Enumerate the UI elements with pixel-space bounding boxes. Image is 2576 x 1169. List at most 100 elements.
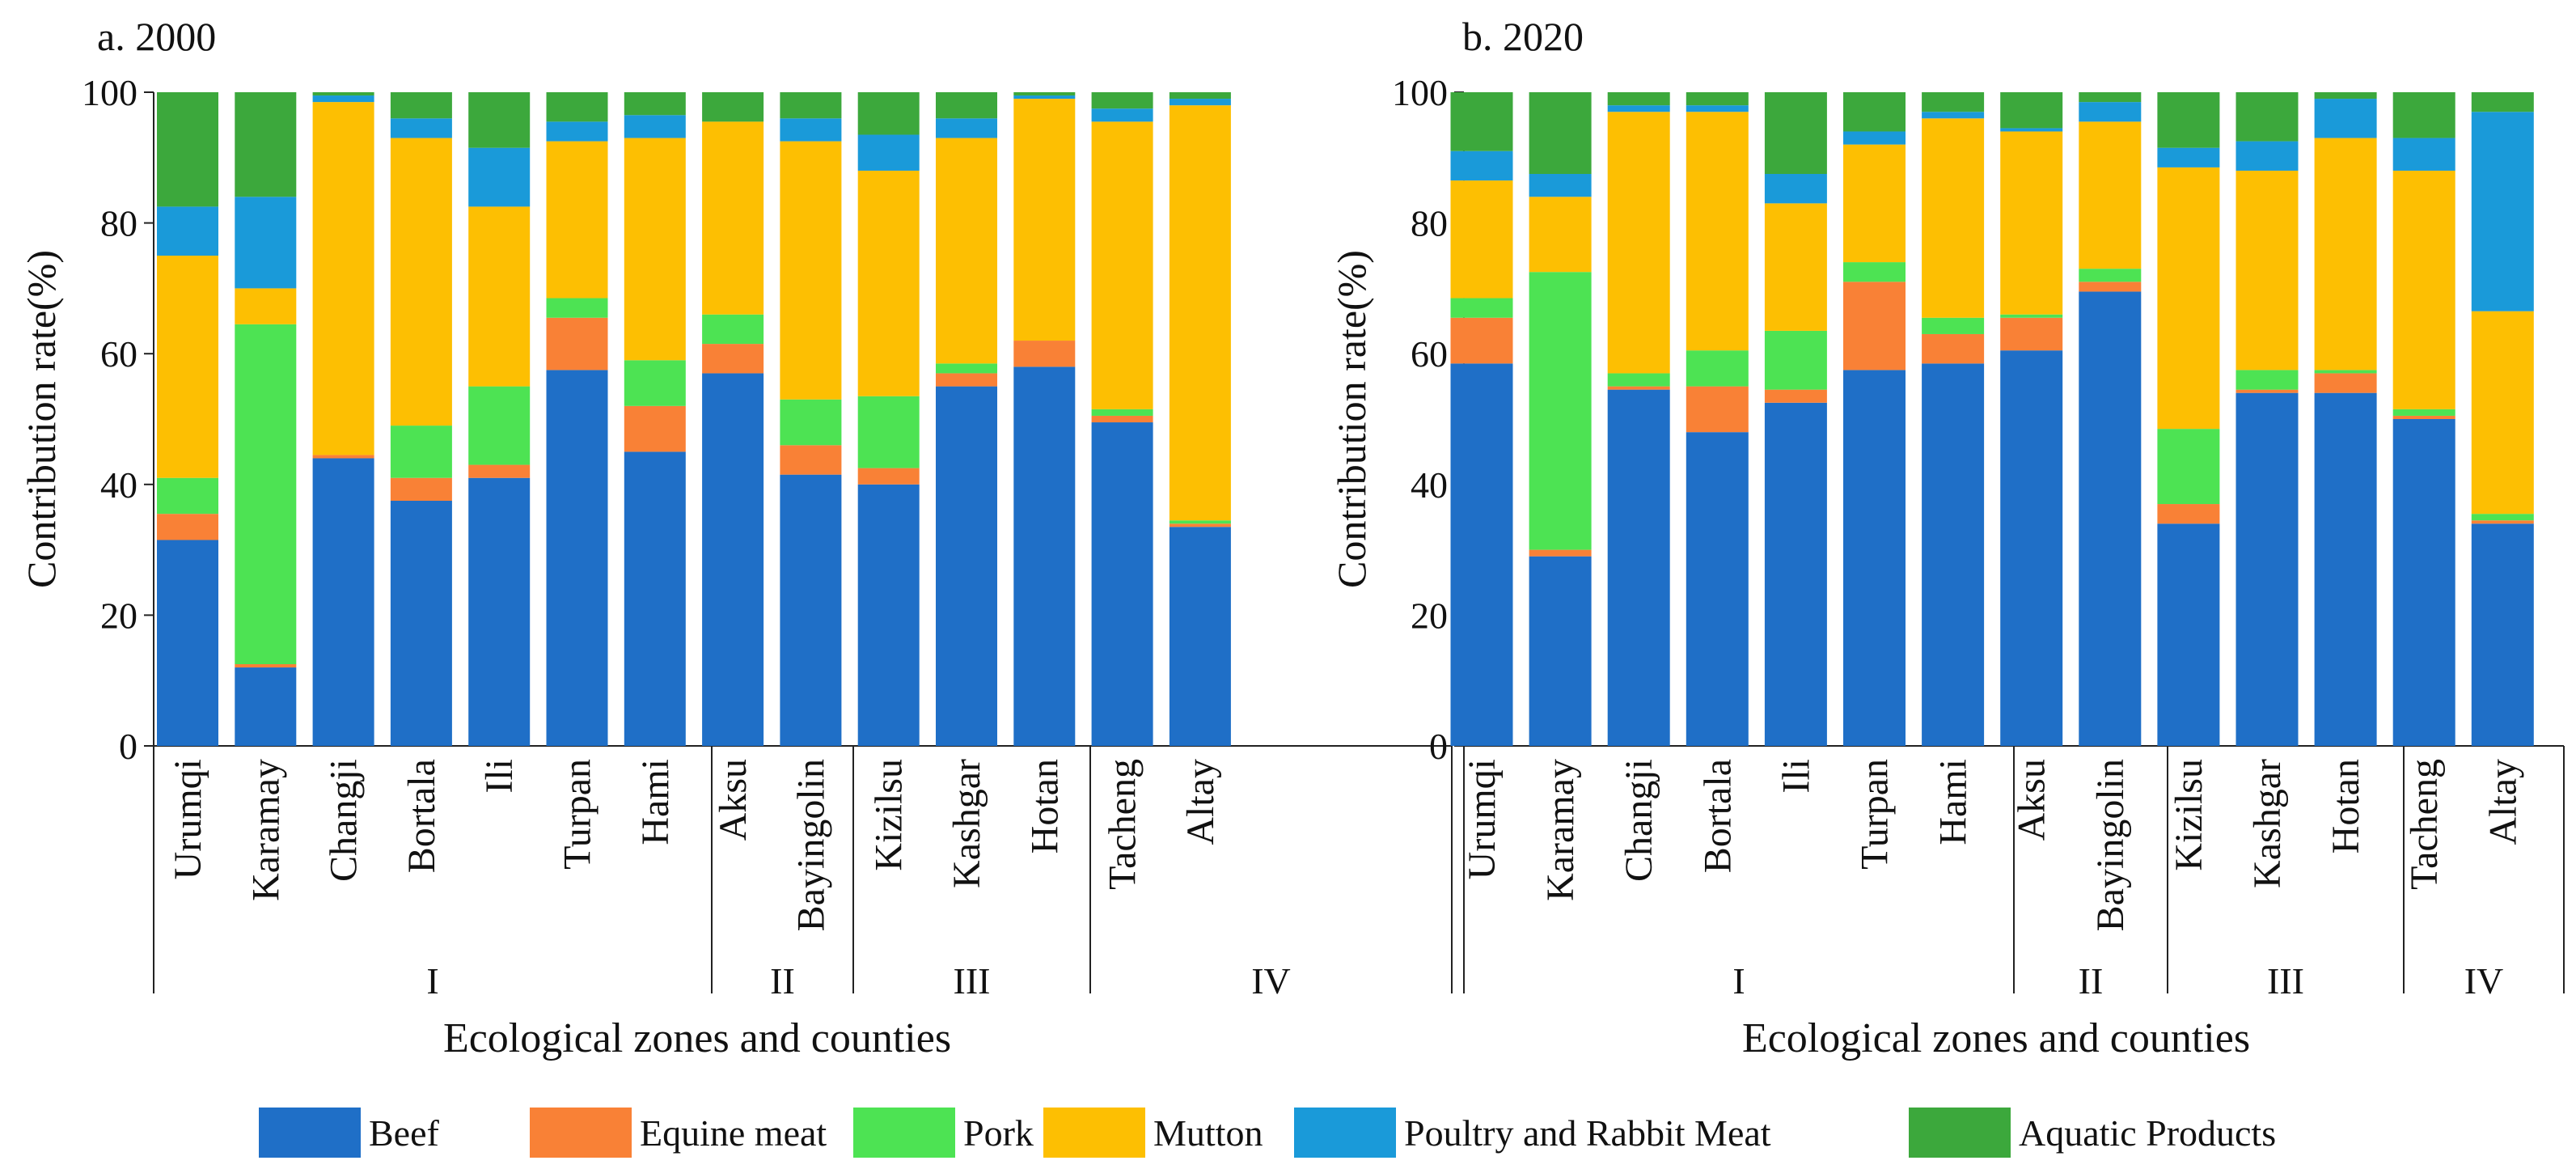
bar-segment-equine-meat-bayingolin (2079, 282, 2142, 292)
x-axis-label: Ecological zones and counties (1742, 1015, 2250, 1061)
y-tick-label: 100 (82, 72, 137, 113)
bar-segment-equine-meat-urumqi (1450, 317, 1513, 364)
bar-segment-pork-karamay (1529, 272, 1592, 550)
bar-segment-pork-hami (1922, 317, 1985, 334)
bar-segment-mutton-tacheng (1091, 121, 1153, 409)
bar-segment-mutton-altay (1169, 105, 1231, 521)
bar-segment-equine-meat-tacheng (2392, 415, 2455, 419)
x-tick-label-kizilsu: Kizilsu (868, 759, 911, 871)
bar-segment-pork-hami (624, 360, 686, 406)
x-tick-label-tacheng: Tacheng (1102, 759, 1144, 890)
bar-segment-pork-tacheng (2392, 409, 2455, 416)
bar-segment-pork-hotan (2314, 370, 2377, 374)
bar-segment-mutton-tacheng (2392, 170, 2455, 409)
bar-segment-aquatic-products-changji (312, 92, 374, 96)
bar-segment-pork-kizilsu (857, 396, 920, 468)
bar-segment-beef-changji (1607, 389, 1670, 746)
bar-segment-beef-altay (1169, 527, 1231, 746)
bar-segment-beef-bortala (390, 501, 452, 746)
bar-segment-mutton-altay (2471, 311, 2534, 515)
bar-segment-beef-urumqi (1450, 363, 1513, 746)
x-tick-label-changji: Changji (323, 759, 366, 882)
bar-segment-equine-meat-bortala (1686, 386, 1749, 433)
zone-label-ii: II (770, 960, 795, 1002)
bar-segment-equine-meat-changji (312, 455, 374, 459)
bar-segment-mutton-kashgar (936, 138, 997, 364)
bar-segment-beef-hami (1922, 363, 1985, 746)
x-tick-label-karamay: Karamay (1539, 759, 1582, 901)
y-axis-label: Contribution rate(%) (19, 250, 64, 588)
bar-segment-aquatic-products-ili (468, 92, 531, 148)
y-axis-label: Contribution rate(%) (1329, 250, 1374, 588)
bar-segment-aquatic-products-bortala (1686, 92, 1749, 106)
x-axis-label: Ecological zones and counties (443, 1015, 951, 1061)
bar-segment-poultry-and-rabbit-meat-bayingolin (2079, 102, 2142, 122)
bar-segment-aquatic-products-hami (624, 92, 686, 116)
x-tick-label-aksu: Aksu (712, 759, 755, 841)
bar-segment-pork-urumqi (157, 477, 218, 515)
bar-segment-pork-kashgar (2235, 370, 2299, 390)
bar-segment-equine-meat-karamay (235, 664, 297, 668)
zone-label-iii: III (954, 960, 991, 1002)
bar-segment-pork-kizilsu (2157, 429, 2220, 505)
bar-segment-beef-ili (1764, 402, 1827, 746)
zone-label-i: I (1732, 960, 1745, 1002)
bar-segment-equine-meat-turpan (546, 317, 608, 371)
bar-segment-aquatic-products-urumqi (1450, 92, 1513, 151)
bar-segment-aquatic-products-turpan (1843, 92, 1906, 132)
bar-segment-aquatic-products-karamay (235, 92, 297, 197)
bar-segment-poultry-and-rabbit-meat-karamay (1529, 174, 1592, 197)
bar-segment-aquatic-products-aksu (702, 92, 764, 122)
bar-segment-aquatic-products-tacheng (2392, 92, 2455, 138)
bar-segment-poultry-and-rabbit-meat-hami (624, 115, 686, 138)
bar-segment-poultry-and-rabbit-meat-turpan (1843, 131, 1906, 145)
bar-segment-beef-turpan (1843, 370, 1906, 746)
bar-segment-poultry-and-rabbit-meat-bortala (1686, 105, 1749, 112)
bar-segment-beef-hami (624, 451, 686, 746)
bar-segment-equine-meat-hotan (2314, 373, 2377, 393)
bar-segment-poultry-and-rabbit-meat-ili (1764, 174, 1827, 204)
y-tick-label: 20 (100, 595, 137, 636)
bar-segment-poultry-and-rabbit-meat-kashgar (936, 118, 997, 138)
y-tick-label: 80 (1411, 203, 1448, 244)
bar-segment-pork-bortala (390, 426, 452, 478)
bar-segment-beef-aksu (702, 373, 764, 746)
bar-segment-equine-meat-kashgar (2235, 389, 2299, 393)
bar-segment-mutton-hotan (1013, 99, 1076, 341)
bar-segment-poultry-and-rabbit-meat-turpan (546, 121, 608, 142)
bar-segment-equine-meat-ili (1764, 389, 1827, 403)
bar-segment-mutton-hami (624, 138, 686, 361)
bar-segment-mutton-karamay (235, 288, 297, 324)
x-tick-label-tacheng: Tacheng (2403, 759, 2446, 890)
y-tick-label: 40 (100, 464, 137, 506)
bar-segment-aquatic-products-turpan (546, 92, 608, 122)
bar-segment-aquatic-products-altay (2471, 92, 2534, 112)
x-tick-label-hotan: Hotan (2324, 759, 2367, 853)
bar-segment-poultry-and-rabbit-meat-ili (468, 147, 531, 207)
bar-segment-aquatic-products-aksu (2000, 92, 2063, 129)
bar-segment-aquatic-products-bayingolin (780, 92, 842, 119)
bar-segment-poultry-and-rabbit-meat-changji (312, 95, 374, 103)
y-tick-label: 60 (100, 333, 137, 375)
legend-swatch-mutton (1043, 1108, 1145, 1158)
bar-segment-equine-meat-aksu (702, 344, 764, 374)
bar-segment-beef-urumqi (157, 540, 218, 746)
bar-segment-beef-karamay (1529, 556, 1592, 746)
bar-segment-aquatic-products-bayingolin (2079, 92, 2142, 103)
bar-segment-poultry-and-rabbit-meat-tacheng (2392, 138, 2455, 171)
x-tick-label-aksu: Aksu (2011, 759, 2054, 841)
x-tick-label-kashgar: Kashgar (2246, 759, 2289, 888)
zone-label-iii: III (2267, 960, 2304, 1002)
bar-segment-beef-ili (468, 477, 531, 746)
bar-segment-pork-kashgar (936, 363, 997, 374)
bar-segment-pork-urumqi (1450, 298, 1513, 318)
bar-segment-mutton-kizilsu (2157, 167, 2220, 430)
bar-segment-pork-bayingolin (2079, 269, 2142, 282)
bar-segment-equine-meat-hotan (1013, 341, 1076, 367)
bar-segment-poultry-and-rabbit-meat-aksu (2000, 128, 2063, 132)
x-tick-label-changji: Changji (1618, 759, 1660, 882)
legend-label-pork: Pork (963, 1112, 1034, 1154)
bar-segment-pork-ili (468, 386, 531, 465)
legend-label-mutton: Mutton (1153, 1112, 1263, 1154)
bar-segment-equine-meat-ili (468, 464, 531, 478)
